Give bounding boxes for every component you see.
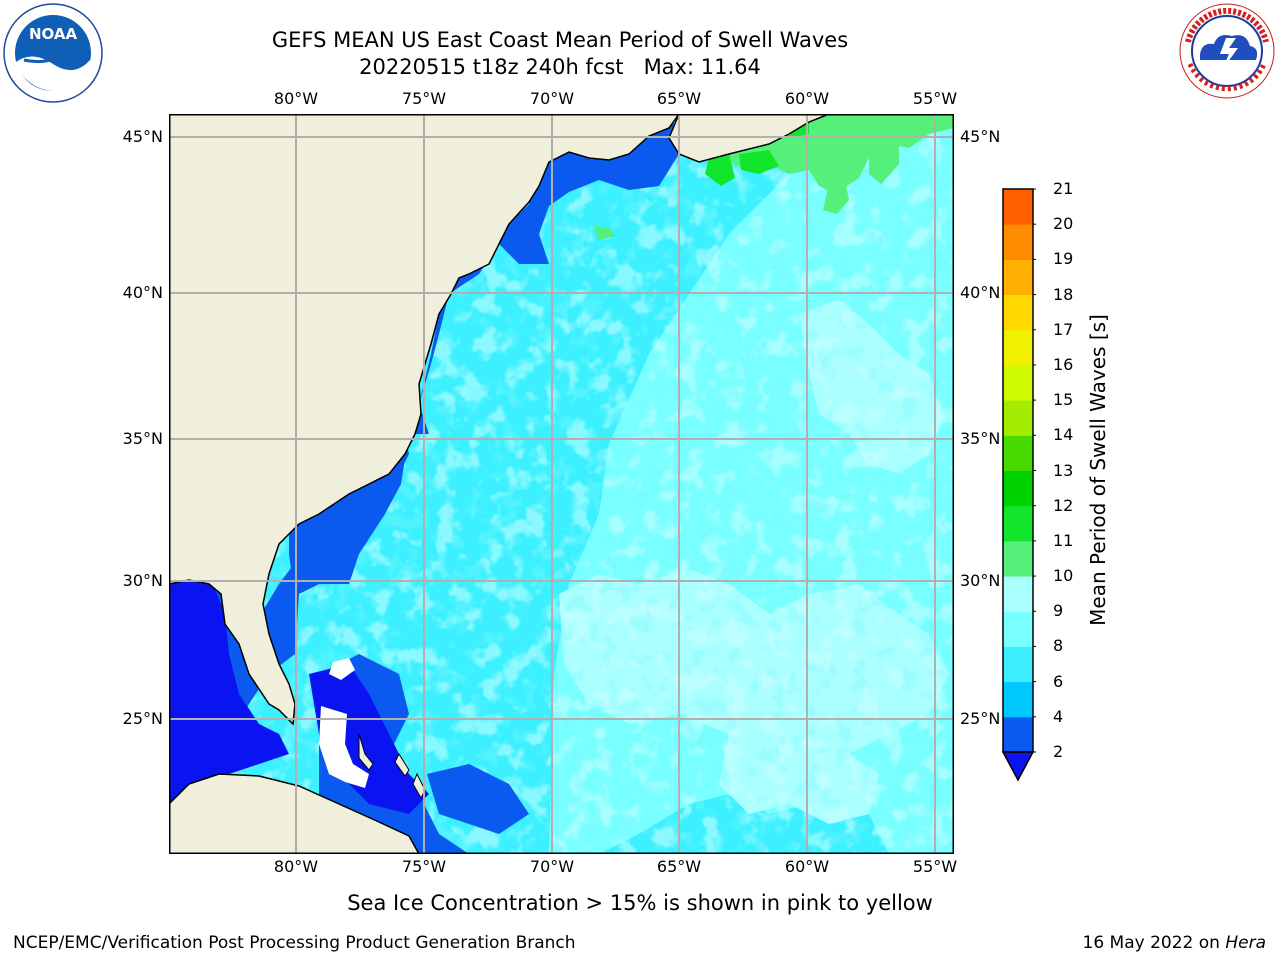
lon-label-bottom-60w: 60°W [784, 857, 830, 876]
lat-label-left-45n: 45°N [122, 127, 163, 146]
colorbar-extend-arrow [1001, 751, 1035, 782]
colorbar-tick-label: 11 [1053, 530, 1074, 550]
colorbar-segment [1003, 611, 1033, 647]
colorbar-tick-label: 8 [1053, 636, 1064, 656]
colorbar-segment [1003, 540, 1033, 577]
map-frame [169, 114, 954, 854]
lon-label-bottom-55w: 55°W [912, 857, 958, 876]
graticule [169, 114, 954, 854]
colorbar-tick-label: 9 [1053, 601, 1064, 621]
lon-label-top-75w: 75°W [401, 89, 447, 108]
bahamas-bank-white-north [329, 658, 355, 680]
lon-label-bottom-70w: 70°W [529, 857, 575, 876]
lon-label-top-65w: 65°W [656, 89, 702, 108]
colorbar-tick-label: 2 [1053, 742, 1064, 761]
colorbar-segment [1003, 681, 1033, 718]
colorbar-segment [1003, 189, 1033, 225]
colorbar-segment [1003, 576, 1033, 612]
land-cuba [169, 773, 420, 854]
colorbar-segment [1003, 505, 1033, 542]
footer-date: 16 May 2022 on Hera [1083, 933, 1267, 953]
bahamas-islands [358, 733, 426, 800]
ocean-region-10-11s [705, 118, 809, 186]
colorbar-tick-label: 4 [1053, 706, 1064, 726]
chart-title-line-1: GEFS MEAN US East Coast Mean Period of S… [271, 28, 849, 52]
lat-label-left-25n: 25°N [122, 709, 163, 728]
lon-label-bottom-75w: 75°W [401, 857, 447, 876]
ocean-region-below-2s-keys [309, 664, 429, 814]
ocean-region-9-10s-b [869, 138, 899, 184]
footer-host: Hera [1225, 933, 1266, 953]
lat-label-right-35n: 35°N [960, 429, 1001, 448]
colorbar-segment [1003, 224, 1033, 260]
colorbar-segment [1003, 470, 1033, 507]
colorbar-segment [1003, 716, 1033, 753]
lon-label-top-60w: 60°W [784, 89, 830, 108]
lat-label-right-40n: 40°N [960, 283, 1001, 302]
colorbar-segment [1003, 294, 1033, 331]
lon-label-bottom-80w: 80°W [273, 857, 319, 876]
colorbar-segment [1003, 259, 1033, 296]
colorbar-title: Mean Period of Swell Waves [s] [1086, 314, 1110, 626]
lat-label-left-40n: 40°N [122, 283, 163, 302]
national-weather-service-logo [1179, 3, 1275, 99]
ocean-region-9-10s-d [593, 226, 615, 240]
colorbar-segment [1003, 400, 1033, 436]
lat-label-left-35n: 35°N [122, 429, 163, 448]
noaa-logo-text: NOAA [29, 25, 78, 43]
footer-date-text: 16 May 2022 on [1082, 933, 1226, 953]
colorbar [1001, 188, 1036, 782]
colorbar-tick-label: 15 [1053, 390, 1074, 410]
ocean-region-9-10s-c [823, 180, 849, 214]
colorbar-tick-label: 14 [1053, 425, 1074, 445]
colorbar-segment [1003, 364, 1033, 401]
ocean-region-2-4s-caribbean [427, 764, 529, 834]
colorbar-segment [1003, 435, 1033, 471]
colorbar-tick-label: 10 [1053, 566, 1074, 586]
ocean-region-9-10s [729, 114, 954, 194]
bahamas-bank-white [319, 706, 369, 788]
lat-label-right-25n: 25°N [960, 709, 1001, 728]
ocean-region-below-2s-gulf [169, 576, 289, 804]
colorbar-tick-label: 17 [1053, 319, 1074, 339]
sea-ice-note: Sea Ice Concentration > 15% is shown in … [347, 891, 933, 915]
lon-label-top-80w: 80°W [273, 89, 319, 108]
footer-producer: NCEP/EMC/Verification Post Processing Pr… [13, 933, 576, 953]
lat-label-right-30n: 30°N [960, 571, 1001, 590]
chart-title-line-2: 20220515 t18z 240h fcst Max: 11.64 [359, 55, 761, 79]
colorbar-tick-label: 21 [1053, 179, 1074, 198]
swell-period-map [169, 114, 954, 854]
colorbar-segment [1003, 329, 1033, 366]
colorbar-tick-label: 19 [1053, 249, 1074, 269]
colorbar-tick-label: 20 [1053, 214, 1074, 234]
colorbar-tick-label: 6 [1053, 671, 1064, 691]
lat-label-left-30n: 30°N [122, 571, 163, 590]
lat-label-right-45n: 45°N [960, 127, 1001, 146]
noaa-logo: NOAA [3, 3, 103, 103]
colorbar-tick-label: 12 [1053, 495, 1074, 515]
lon-label-top-55w: 55°W [912, 89, 958, 108]
lon-label-bottom-65w: 65°W [656, 857, 702, 876]
colorbar-segment [1003, 646, 1033, 683]
colorbar-tick-label: 18 [1053, 284, 1074, 304]
colorbar-tick-label: 16 [1053, 354, 1074, 374]
lon-label-top-70w: 70°W [529, 89, 575, 108]
colorbar-tick-label: 13 [1053, 460, 1074, 480]
